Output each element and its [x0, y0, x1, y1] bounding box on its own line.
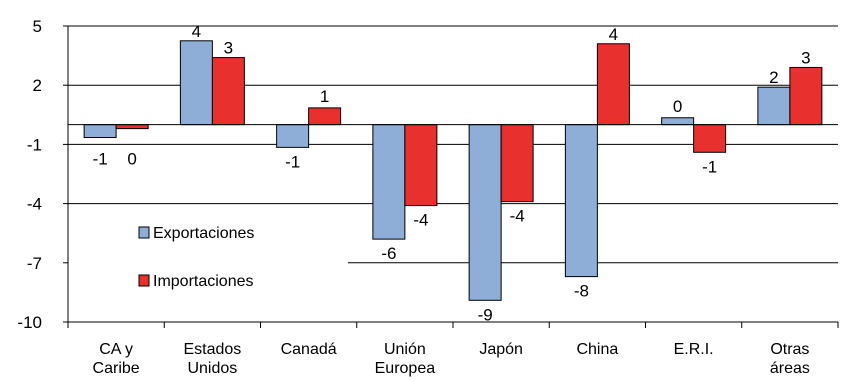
- bar-exportaciones: [179, 40, 213, 126]
- bar-importaciones: [115, 124, 149, 130]
- y-tick-label: -7: [27, 254, 42, 273]
- bar-importaciones: [308, 107, 342, 126]
- y-tick-label: 2: [33, 76, 42, 95]
- bar-importaciones: [693, 124, 727, 153]
- bar-importaciones: [789, 66, 823, 126]
- bar-exportaciones: [83, 124, 117, 138]
- data-label: 0: [127, 150, 136, 169]
- y-tick-label: -10: [17, 313, 42, 332]
- y-tick-label: -1: [27, 135, 42, 154]
- bar-exportaciones: [757, 86, 791, 126]
- category-label: CA y Caribe: [93, 341, 140, 377]
- legend: Exportaciones Importaciones: [138, 225, 254, 290]
- bar-exportaciones: [468, 124, 502, 301]
- data-label: 2: [769, 68, 778, 87]
- category-label: Canadá: [281, 341, 337, 358]
- category-label: Japón: [479, 341, 523, 358]
- bar-exportaciones: [661, 117, 695, 126]
- bar-importaciones: [596, 43, 630, 126]
- bar-importaciones: [500, 124, 534, 203]
- bar-importaciones: [211, 57, 245, 126]
- category-label: Unión Europea: [375, 341, 436, 377]
- y-tick-labels: 5 2 -1 -4 -7 -10: [17, 17, 42, 332]
- bar-exportaciones: [276, 124, 310, 148]
- axes: [63, 25, 839, 328]
- legend-label: Exportaciones: [153, 225, 254, 242]
- data-label: -6: [381, 244, 396, 263]
- y-tick-label: 5: [33, 17, 42, 36]
- data-label: 4: [192, 22, 201, 41]
- category-label: E.R.I.: [674, 341, 714, 358]
- data-label: 3: [224, 39, 233, 58]
- category-labels: CA y Caribe Estados Unidos Canadá Unión Europe…: [93, 341, 810, 377]
- bar-exportaciones: [564, 124, 598, 278]
- data-label: -4: [510, 207, 525, 226]
- legend-swatch: [138, 226, 150, 239]
- bar-importaciones: [404, 124, 438, 207]
- data-label: -1: [702, 157, 717, 176]
- data-label: -1: [285, 152, 300, 171]
- data-label: -4: [413, 211, 428, 230]
- category-label: Otras áreas: [770, 341, 810, 377]
- legend-swatch: [138, 274, 150, 287]
- data-label: 0: [673, 97, 682, 116]
- category-label: Estados Unidos: [183, 341, 241, 377]
- data-label: -1: [93, 150, 108, 169]
- category-label: China: [576, 341, 618, 358]
- data-label: 4: [609, 25, 618, 44]
- data-label: 3: [801, 48, 810, 67]
- data-label: -8: [574, 282, 589, 301]
- bars: [83, 40, 823, 301]
- data-labels: -1 0 4 3 -1 1 -6 -4 -9 -4 -8 4 0 -1 2 3: [93, 22, 811, 324]
- legend-label: Importaciones: [153, 273, 254, 290]
- data-label: 1: [320, 87, 329, 106]
- bar-exportaciones: [372, 124, 406, 240]
- y-tick-label: -4: [27, 195, 42, 214]
- data-label: -9: [478, 305, 493, 324]
